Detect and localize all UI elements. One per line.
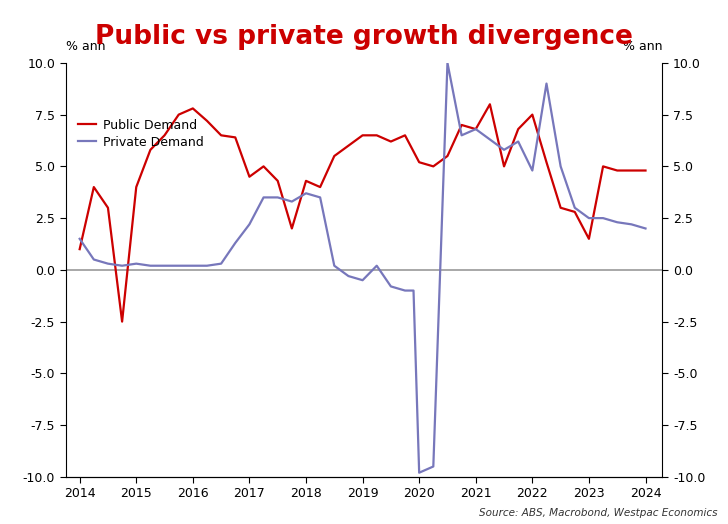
- Private Demand: [415, 470, 424, 476]
- Public Demand: [542, 159, 551, 166]
- Private Demand: [273, 194, 282, 201]
- Public Demand: [387, 138, 395, 145]
- Public Demand: [132, 184, 141, 190]
- Private Demand: [245, 221, 254, 227]
- Public Demand: [627, 167, 636, 173]
- Private Demand: [486, 136, 494, 143]
- Public Demand: [641, 167, 650, 173]
- Private Demand: [146, 263, 155, 269]
- Public Demand: [415, 159, 424, 166]
- Public Demand: [217, 132, 226, 138]
- Text: % ann: % ann: [623, 39, 662, 52]
- Public Demand: [514, 126, 523, 132]
- Public Demand: [245, 173, 254, 180]
- Public Demand: [288, 225, 296, 232]
- Private Demand: [202, 263, 211, 269]
- Public Demand: [556, 205, 565, 211]
- Private Demand: [358, 277, 367, 283]
- Private Demand: [585, 215, 593, 221]
- Private Demand: [344, 273, 353, 279]
- Private Demand: [231, 240, 240, 246]
- Public Demand: [400, 132, 409, 138]
- Text: % ann: % ann: [66, 39, 105, 52]
- Public Demand: [585, 236, 593, 242]
- Public Demand: [499, 163, 508, 170]
- Legend: Public Demand, Private Demand: Public Demand, Private Demand: [78, 119, 204, 149]
- Private Demand: [542, 80, 551, 86]
- Private Demand: [528, 167, 537, 173]
- Public Demand: [344, 143, 353, 149]
- Public Demand: [90, 184, 98, 190]
- Private Demand: [301, 190, 310, 196]
- Public Demand: [160, 132, 169, 138]
- Private Demand: [443, 60, 452, 66]
- Public Demand: [372, 132, 381, 138]
- Private Demand: [160, 263, 169, 269]
- Private Demand: [132, 260, 141, 267]
- Private Demand: [316, 194, 325, 201]
- Private Demand: [330, 263, 339, 269]
- Private Demand: [514, 138, 523, 145]
- Text: Public vs private growth divergence: Public vs private growth divergence: [95, 24, 633, 50]
- Public Demand: [189, 105, 197, 112]
- Public Demand: [273, 178, 282, 184]
- Public Demand: [146, 147, 155, 153]
- Private Demand: [613, 219, 622, 225]
- Public Demand: [75, 246, 84, 253]
- Public Demand: [571, 209, 579, 215]
- Private Demand: [641, 225, 650, 232]
- Public Demand: [330, 153, 339, 159]
- Private Demand: [103, 260, 112, 267]
- Public Demand: [429, 163, 438, 170]
- Private Demand: [429, 463, 438, 470]
- Public Demand: [486, 101, 494, 107]
- Public Demand: [174, 112, 183, 118]
- Private Demand: [499, 147, 508, 153]
- Private Demand: [372, 263, 381, 269]
- Public Demand: [316, 184, 325, 190]
- Public Demand: [472, 126, 480, 132]
- Public Demand: [301, 178, 310, 184]
- Line: Private Demand: Private Demand: [79, 63, 646, 473]
- Public Demand: [103, 205, 112, 211]
- Private Demand: [174, 263, 183, 269]
- Private Demand: [288, 199, 296, 205]
- Private Demand: [457, 132, 466, 138]
- Line: Public Demand: Public Demand: [79, 104, 646, 322]
- Public Demand: [598, 163, 607, 170]
- Private Demand: [409, 287, 418, 293]
- Private Demand: [387, 283, 395, 290]
- Private Demand: [472, 126, 480, 132]
- Public Demand: [443, 153, 452, 159]
- Private Demand: [400, 287, 409, 293]
- Public Demand: [528, 112, 537, 118]
- Text: Source: ABS, Macrobond, Westpac Economics: Source: ABS, Macrobond, Westpac Economic…: [478, 508, 717, 518]
- Public Demand: [202, 118, 211, 124]
- Public Demand: [231, 134, 240, 140]
- Private Demand: [598, 215, 607, 221]
- Public Demand: [358, 132, 367, 138]
- Private Demand: [556, 163, 565, 170]
- Private Demand: [259, 194, 268, 201]
- Private Demand: [118, 263, 127, 269]
- Public Demand: [259, 163, 268, 170]
- Private Demand: [189, 263, 197, 269]
- Private Demand: [571, 205, 579, 211]
- Private Demand: [627, 221, 636, 227]
- Public Demand: [457, 122, 466, 128]
- Public Demand: [118, 319, 127, 325]
- Private Demand: [90, 256, 98, 263]
- Private Demand: [217, 260, 226, 267]
- Private Demand: [75, 236, 84, 242]
- Public Demand: [613, 167, 622, 173]
